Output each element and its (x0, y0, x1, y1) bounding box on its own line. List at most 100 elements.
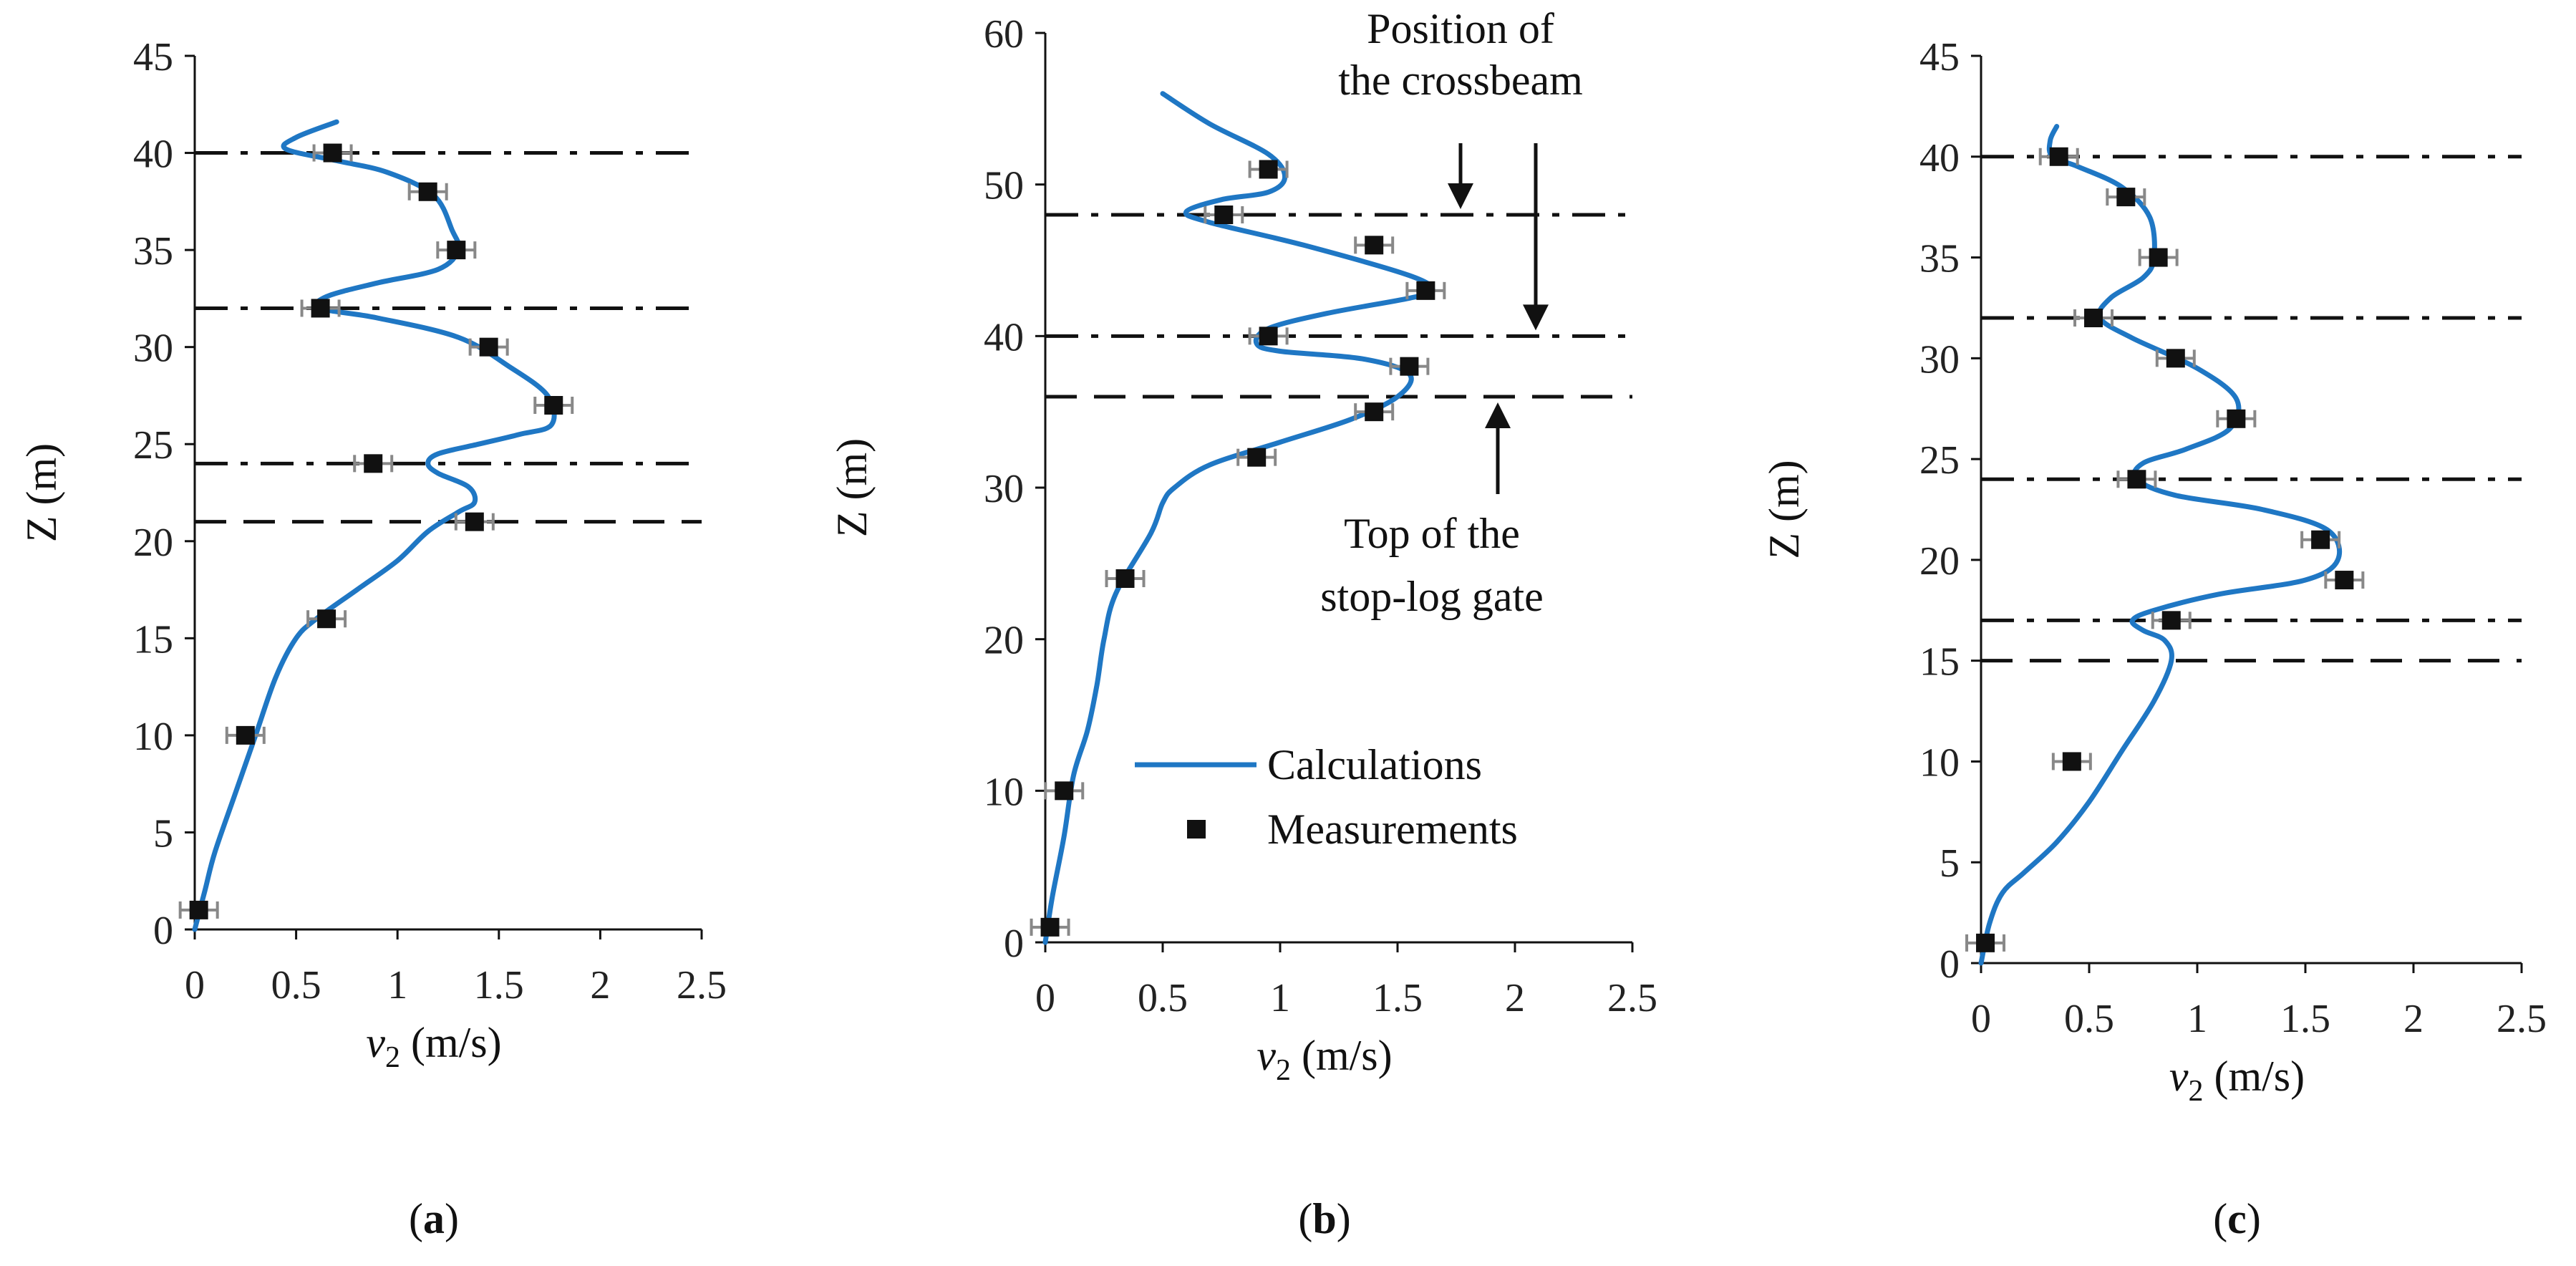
panel-label: (b) (1298, 1195, 1350, 1242)
legend-marker-swatch (1187, 820, 1206, 839)
calculations-line (1042, 91, 1435, 945)
y-axis-label: Z (m) (1761, 460, 1808, 559)
measurement-point (2116, 470, 2157, 489)
arrow-up-icon (1485, 402, 1511, 428)
measurement-marker (189, 900, 208, 919)
measurement-marker (1214, 206, 1234, 224)
x-axis-label: v2 (m/s) (2169, 1053, 2305, 1108)
x-tick-label: 2.5 (2497, 997, 2547, 1041)
y-axis-label: Z (m) (828, 438, 876, 537)
y-tick-label: 10 (1919, 740, 1960, 785)
panel-c: 0 5 10 15 20 25 30 35 40 45 0 0.5 1 1.5 2 2.5 Z (m) v2 (m… (1761, 35, 2547, 1242)
measurement-marker (2335, 571, 2354, 590)
x-tick-label: 1 (1270, 976, 1290, 1020)
measurement-marker (2311, 530, 2330, 549)
measurement-point (1248, 160, 1289, 179)
measurement-point (2300, 530, 2341, 549)
measurement-point (468, 337, 509, 357)
measurement-point (2138, 248, 2179, 267)
y-tick-label: 30 (1919, 337, 1960, 382)
measurement-point (300, 299, 341, 318)
y-tick-label: 30 (133, 327, 173, 371)
measurement-point (1204, 206, 1244, 224)
measurement-point (2324, 571, 2365, 590)
measurement-marker (2049, 147, 2068, 166)
measurement-marker (1115, 569, 1135, 588)
measurement-marker (465, 512, 484, 531)
x-tick-label: 0.5 (1138, 976, 1188, 1020)
y-tick-label: 25 (1919, 438, 1960, 483)
arrow-down-icon (1448, 183, 1473, 209)
measurement-point (533, 396, 574, 415)
x-tick-label: 0 (1971, 997, 1991, 1041)
measurement-point (1044, 781, 1085, 801)
x-tick-label: 1 (2187, 997, 2207, 1041)
measurement-point (2051, 752, 2092, 771)
measurement-marker (317, 609, 336, 629)
measurement-point (454, 512, 495, 531)
measurement-marker (1259, 160, 1278, 179)
measurement-marker (2062, 752, 2081, 771)
panel-label: (a) (409, 1195, 459, 1242)
y-tick-label: 5 (153, 811, 173, 856)
measurement-point (1248, 327, 1289, 346)
y-tick-label: 10 (984, 770, 1024, 814)
arrow-down-icon (1523, 304, 1549, 331)
measurement-marker (1365, 402, 1384, 422)
y-tick-label: 35 (1919, 237, 1960, 281)
crossbeam-annotation: Position of the crossbeam (1338, 5, 1583, 104)
measurement-point (1030, 917, 1070, 937)
measurement-point (312, 143, 353, 163)
x-tick-label: 2.5 (1607, 976, 1657, 1020)
measurement-point (1354, 236, 1395, 255)
measurement-point (436, 241, 477, 260)
y-axis-label: Z (m) (18, 443, 65, 542)
x-axis-label: v2 (m/s) (1256, 1032, 1392, 1087)
measurement-marker (2116, 188, 2136, 207)
legend-label: Calculations (1267, 741, 1482, 788)
measurement-marker (1400, 357, 1419, 376)
y-tick-label: 20 (984, 619, 1024, 663)
x-tick-label: 1.5 (474, 963, 524, 1008)
measurement-marker (1040, 917, 1060, 937)
y-tick-label: 60 (984, 12, 1024, 57)
x-tick-label: 0.5 (2064, 997, 2114, 1041)
legend: Calculations Measurements (1135, 741, 1518, 853)
measurement-point (306, 609, 347, 629)
x-tick-label: 1.5 (1372, 976, 1423, 1020)
y-tick-label: 15 (1919, 640, 1960, 685)
measurement-point (178, 900, 219, 919)
measurement-marker (2227, 409, 2246, 428)
measurement-point (2106, 188, 2146, 207)
y-tick-label: 40 (1919, 136, 1960, 180)
measurement-point (1236, 448, 1277, 467)
y-tick-label: 15 (133, 617, 173, 662)
x-tick-label: 2.5 (677, 963, 727, 1008)
x-tick-label: 1.5 (2280, 997, 2330, 1041)
y-tick-label: 20 (133, 521, 173, 565)
y-tick-label: 0 (153, 909, 173, 953)
measurement-marker (2084, 309, 2103, 328)
y-tick-label: 5 (1940, 841, 1960, 886)
y-tick-label: 35 (133, 229, 173, 274)
measurement-marker (311, 299, 330, 318)
measurement-marker (1247, 448, 1267, 467)
measurement-marker (2127, 470, 2146, 489)
measurement-marker (1416, 281, 1435, 300)
y-tick-label: 30 (984, 467, 1024, 511)
panel-label: (c) (2213, 1195, 2261, 1242)
y-tick-label: 0 (1004, 922, 1024, 966)
measurement-marker (1976, 933, 1995, 952)
measurement-point (2038, 147, 2079, 166)
calculations-line (192, 119, 557, 932)
measurement-point (2155, 349, 2196, 368)
measurement-point (1354, 402, 1395, 422)
y-tick-label: 45 (1919, 35, 1960, 79)
x-tick-label: 2 (1505, 976, 1525, 1020)
x-tick-label: 1 (387, 963, 407, 1008)
measurement-point (2151, 611, 2192, 630)
y-tick-label: 40 (133, 132, 173, 177)
measurement-marker (544, 396, 563, 415)
